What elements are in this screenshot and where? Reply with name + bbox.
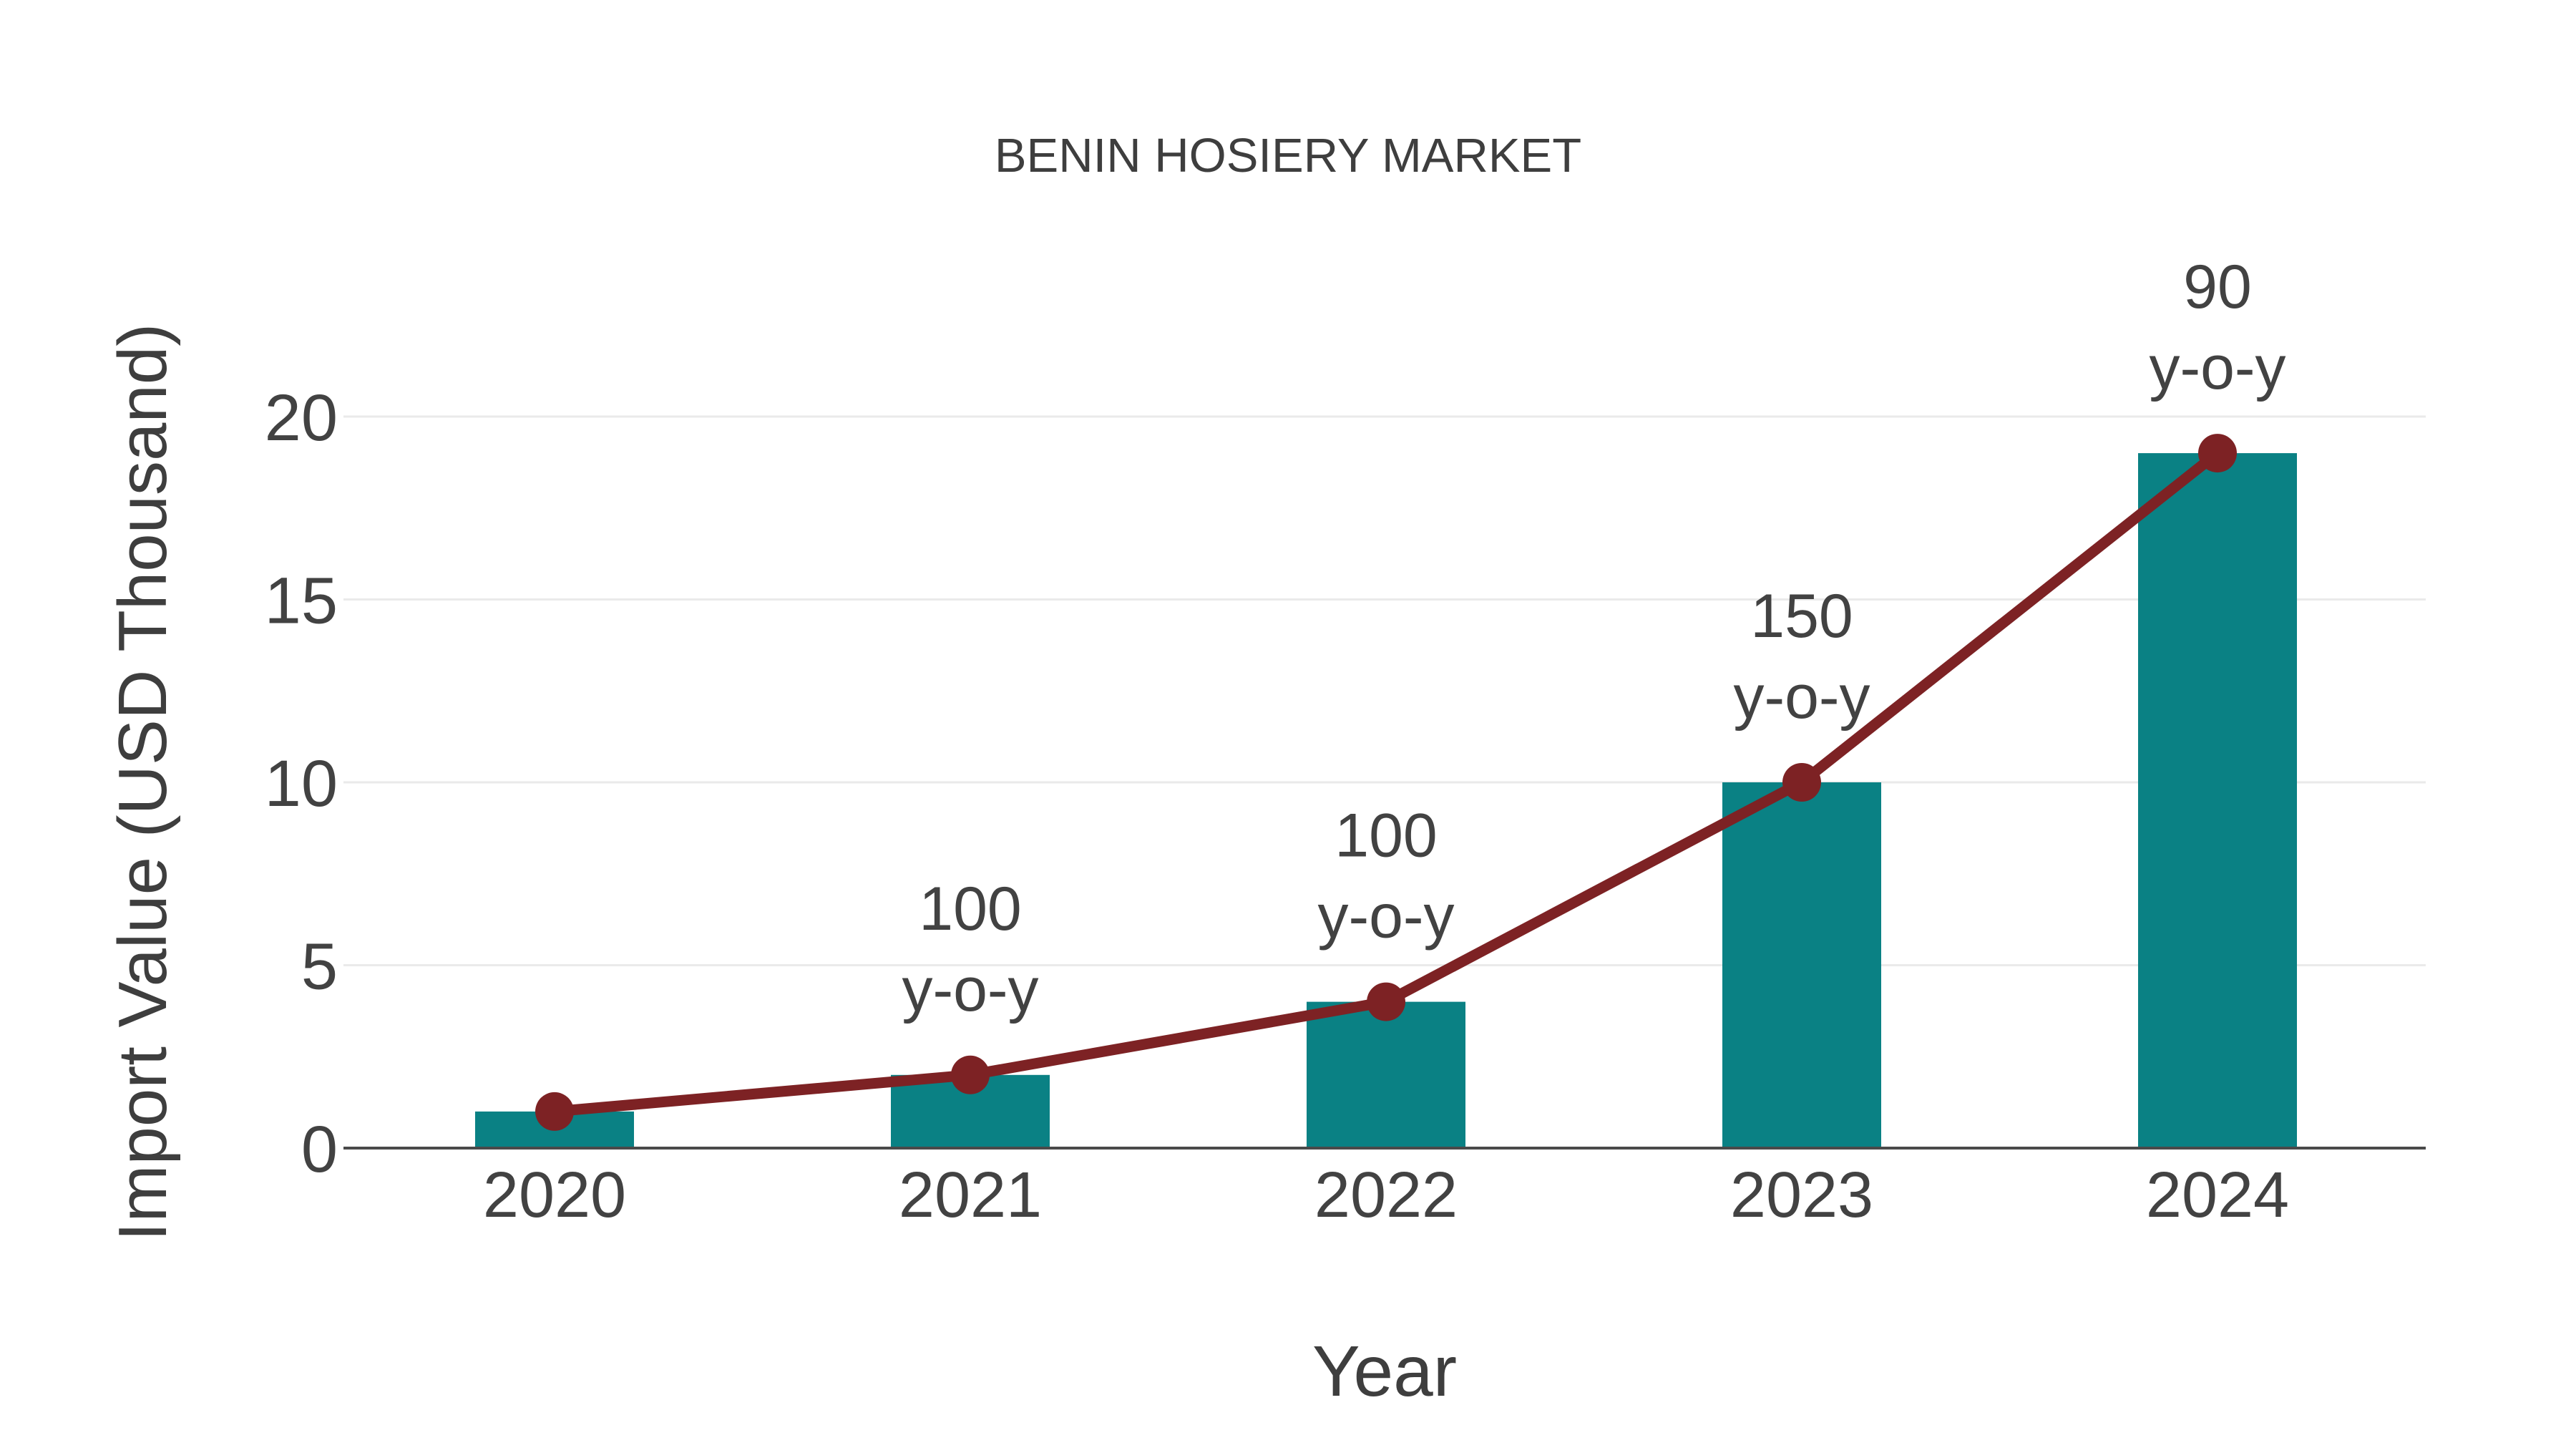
gridlines <box>343 415 2426 966</box>
trend-marker-2021 <box>951 1055 990 1094</box>
annotation-value-2024: 90 <box>2183 253 2252 321</box>
y-tick-label: 15 <box>265 565 338 638</box>
annotation-suffix-2022: y-o-y <box>1317 883 1454 951</box>
trend-marker-2023 <box>1782 763 1821 802</box>
x-tick-label: 2024 <box>2146 1160 2289 1231</box>
annotations: 100 y-o-y 100 y-o-y 150 y-o-y 90 y-o-y <box>902 253 2285 1024</box>
y-axis-tick-labels: 0 5 10 15 20 <box>265 382 338 1186</box>
trend-line-layer <box>535 434 2237 1131</box>
chart-title: BENIN HOSIERY MARKET <box>995 129 1581 183</box>
annotation-suffix-2023: y-o-y <box>1733 663 1870 732</box>
y-tick-label: 5 <box>301 930 338 1004</box>
trend-marker-2020 <box>535 1092 574 1131</box>
trend-marker-2024 <box>2198 434 2237 473</box>
y-tick-label: 0 <box>301 1113 338 1186</box>
y-axis-title: Import Value (USD Thousand) <box>104 324 181 1241</box>
annotation-value-2021: 100 <box>919 875 1022 943</box>
trend-marker-2022 <box>1367 982 1405 1021</box>
x-tick-label: 2022 <box>1314 1160 1458 1231</box>
bar-2024 <box>2138 453 2297 1148</box>
annotation-suffix-2021: y-o-y <box>902 956 1038 1024</box>
x-tick-label: 2021 <box>899 1160 1042 1231</box>
x-axis-tick-labels: 2020 2021 2022 2023 2024 <box>483 1160 2289 1231</box>
annotation-suffix-2024: y-o-y <box>2149 334 2285 402</box>
x-axis-title: Year <box>1312 1331 1457 1411</box>
y-tick-label: 10 <box>265 747 338 820</box>
annotation-value-2023: 150 <box>1750 582 1853 651</box>
annotation-value-2022: 100 <box>1335 802 1438 870</box>
bars <box>475 453 2297 1148</box>
x-tick-label: 2023 <box>1730 1160 1873 1231</box>
y-tick-label: 20 <box>265 382 338 455</box>
bar-2022 <box>1307 1001 1465 1148</box>
x-tick-label: 2020 <box>483 1160 626 1231</box>
bar-2023 <box>1722 782 1881 1148</box>
